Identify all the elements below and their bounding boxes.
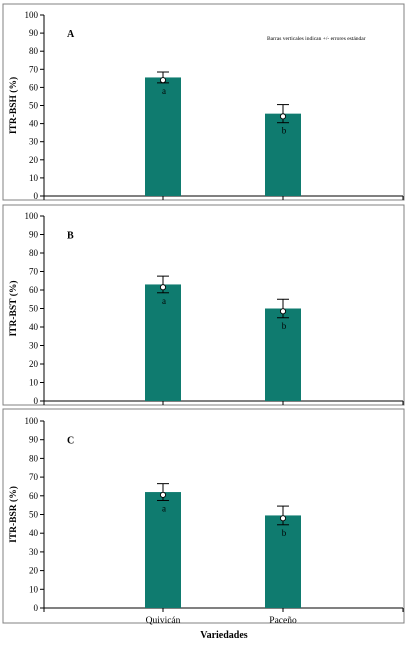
y-axis-label: ITR-BSH (%) <box>8 77 19 134</box>
mean-point <box>159 284 167 291</box>
bar-quivican <box>145 284 181 401</box>
chart-panel-c: 0 10 20 30 40 50 60 70 80 90 100 ITR-BSR (%) Ca Quivi… <box>2 408 405 626</box>
bar-paceno <box>265 308 301 401</box>
y-axis-label: ITR-BSR (%) <box>8 486 19 543</box>
bar-paceno <box>265 515 301 608</box>
y-tick-label: 100 <box>25 416 39 426</box>
y-tick-label: 80 <box>29 453 39 463</box>
x-tick-label: Paceño <box>269 616 297 626</box>
y-tick-label: 0 <box>34 396 39 406</box>
significance-letter: b <box>282 321 287 331</box>
x-tick-label: Quivicán <box>146 616 181 626</box>
y-tick-label: 70 <box>29 64 39 74</box>
chart-panel-b: 0 10 20 30 40 50 60 70 80 90 100 ITR-BST (%) Ba b <box>2 204 405 406</box>
bar-quivican <box>145 492 181 608</box>
y-tick-label: 50 <box>29 510 39 520</box>
y-tick-label: 0 <box>34 603 39 613</box>
y-tick-label: 90 <box>29 230 39 240</box>
significance-letter: a <box>162 503 166 513</box>
mean-point <box>159 491 167 498</box>
y-tick-label: 70 <box>29 472 39 482</box>
y-tick-label: 90 <box>29 28 39 38</box>
y-tick-label: 60 <box>29 285 39 295</box>
panel-label: B <box>67 231 74 242</box>
bar-paceno <box>265 113 301 196</box>
mean-point <box>279 308 287 315</box>
panel-border <box>2 204 405 406</box>
y-tick-label: 90 <box>29 435 39 445</box>
significance-letter: b <box>282 528 287 538</box>
y-tick-label: 20 <box>29 155 39 165</box>
mean-point <box>279 515 287 522</box>
significance-letter: a <box>162 296 166 306</box>
mean-point <box>279 113 287 120</box>
y-tick-label: 50 <box>29 101 39 111</box>
chart-panel-a: 0 10 20 30 40 50 60 70 80 90 100 ITR-BSH (%) Aa b <box>2 3 405 201</box>
y-tick-label: 40 <box>29 119 39 129</box>
y-tick-label: 60 <box>29 491 39 501</box>
x-axis-label: Variedades <box>200 630 248 641</box>
bar-quivican <box>145 77 181 196</box>
y-tick-label: 10 <box>29 378 39 388</box>
y-axis-label: ITR-BST (%) <box>8 280 19 336</box>
panel-border <box>2 408 405 624</box>
y-tick-label: 30 <box>29 547 39 557</box>
y-tick-label: 80 <box>29 248 39 258</box>
y-tick-label: 100 <box>25 10 39 20</box>
y-tick-label: 10 <box>29 584 39 594</box>
error-bar-note: Barras verticales indican +/- errores es… <box>267 36 366 42</box>
y-tick-label: 100 <box>25 211 39 221</box>
y-tick-label: 50 <box>29 304 39 314</box>
panel-label: C <box>67 436 74 447</box>
mean-point <box>159 77 167 84</box>
significance-letter: b <box>282 126 287 136</box>
y-tick-label: 70 <box>29 267 39 277</box>
y-tick-label: 40 <box>29 322 39 332</box>
y-tick-label: 40 <box>29 528 39 538</box>
y-tick-label: 20 <box>29 566 39 576</box>
panel-border <box>2 3 405 201</box>
y-tick-label: 0 <box>34 191 39 201</box>
y-tick-label: 30 <box>29 137 39 147</box>
y-tick-label: 30 <box>29 341 39 351</box>
y-tick-label: 10 <box>29 173 39 183</box>
y-tick-label: 60 <box>29 82 39 92</box>
panel-label: A <box>67 29 75 40</box>
y-tick-label: 20 <box>29 359 39 369</box>
significance-letter: a <box>162 86 166 96</box>
y-tick-label: 80 <box>29 46 39 56</box>
